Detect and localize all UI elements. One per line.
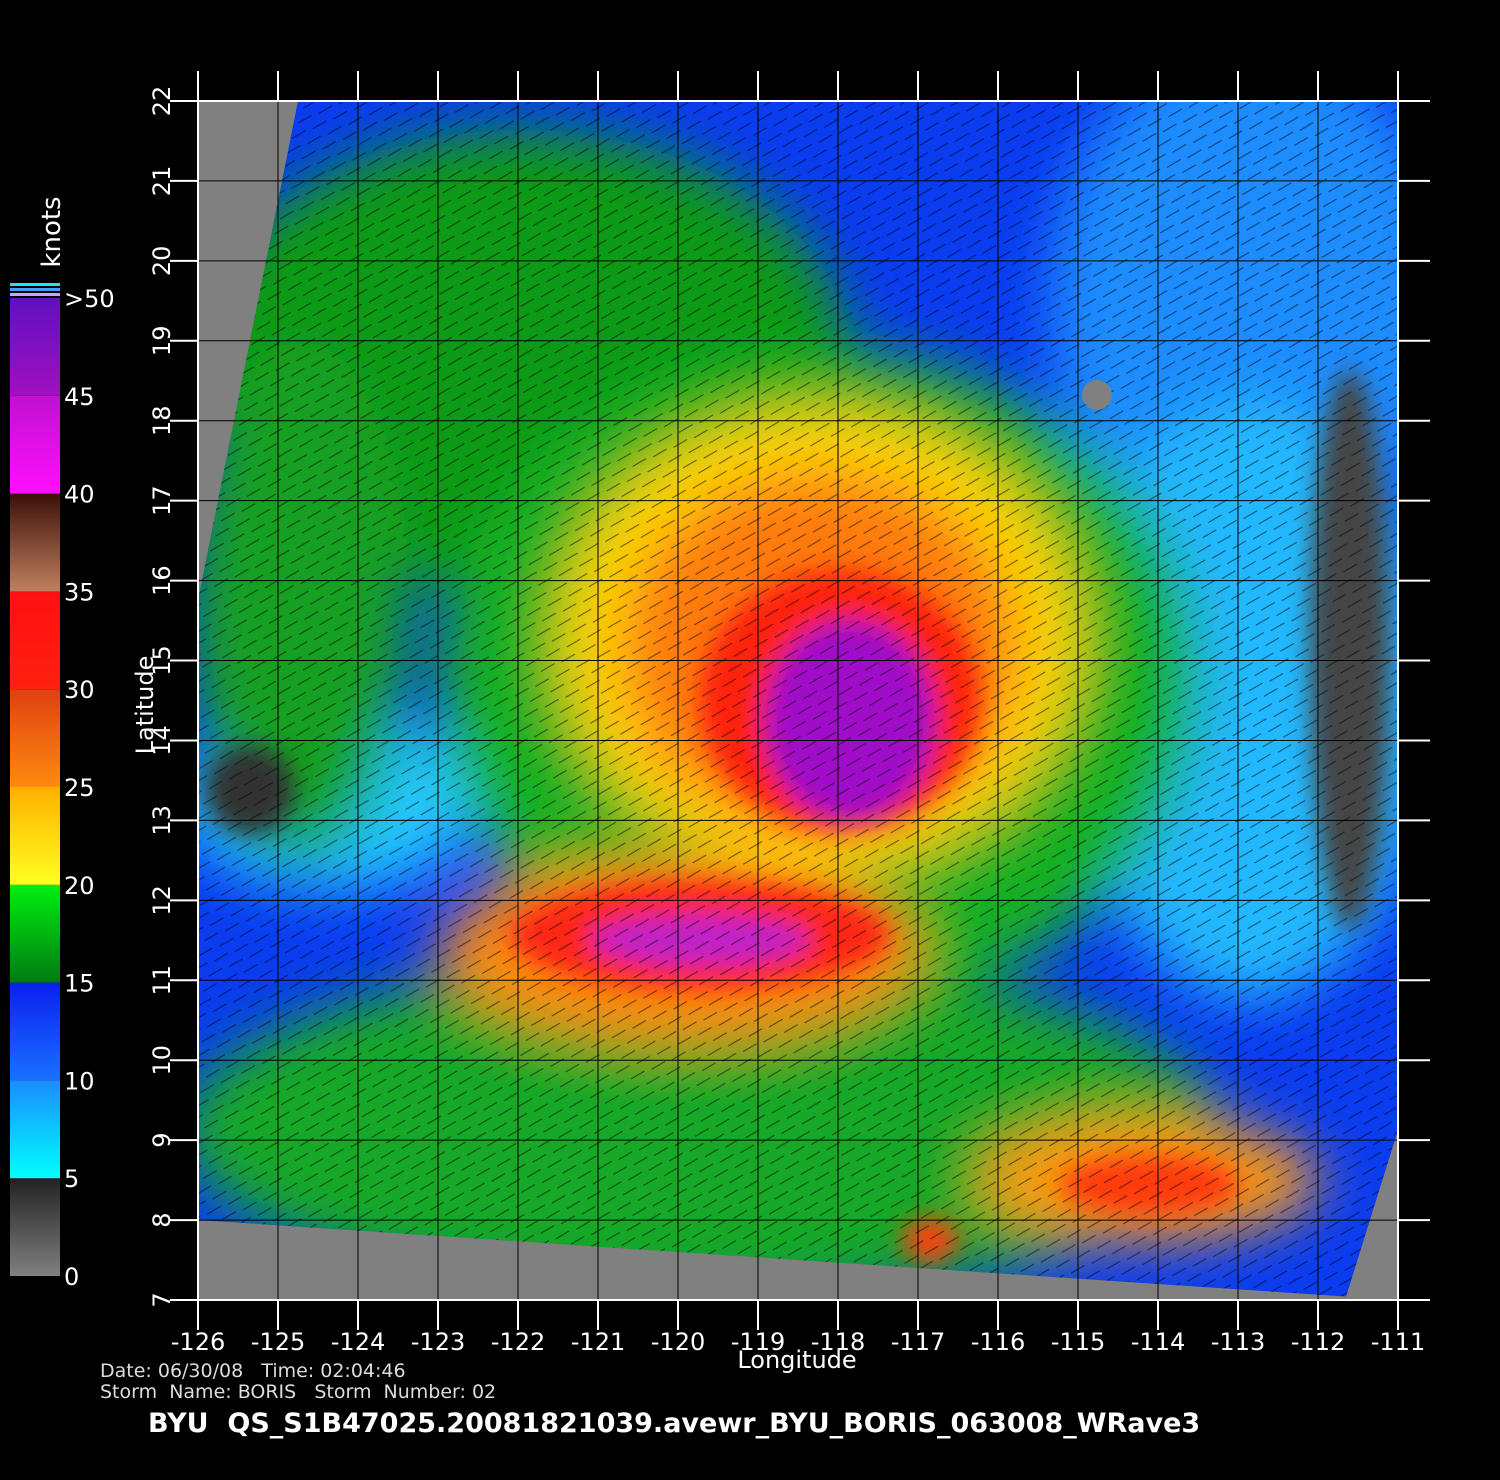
wind-field bbox=[198, 101, 1398, 1300]
y-tick-label: 16 bbox=[148, 565, 176, 596]
colorbar-label: 10 bbox=[64, 1067, 95, 1095]
x-tick-label: -114 bbox=[1131, 1328, 1185, 1356]
colorbar-label: 5 bbox=[64, 1165, 79, 1193]
x-tick-label: -118 bbox=[811, 1328, 865, 1356]
y-tick-label: 10 bbox=[148, 1045, 176, 1076]
colorbar-label: 40 bbox=[64, 481, 95, 509]
y-tick-label: 13 bbox=[148, 805, 176, 836]
colorbar-label: 0 bbox=[64, 1263, 79, 1291]
y-tick-label: 17 bbox=[148, 485, 176, 516]
y-tick-label: 18 bbox=[148, 405, 176, 436]
product-title: BYU QS_S1B47025.20081821039.avewr_BYU_BO… bbox=[148, 1408, 1200, 1439]
storm-info: Storm Name: BORIS Storm Number: 02 bbox=[100, 1381, 496, 1403]
y-tick-label: 19 bbox=[148, 326, 176, 357]
x-tick-label: -119 bbox=[731, 1328, 785, 1356]
x-tick-label: -120 bbox=[651, 1328, 705, 1356]
colorbar-segment bbox=[10, 884, 60, 983]
y-tick-label: 9 bbox=[148, 1132, 176, 1147]
colorbar-segment bbox=[10, 1080, 60, 1179]
x-tick-label: -111 bbox=[1371, 1328, 1425, 1356]
colorbar-label: >50 bbox=[64, 285, 115, 313]
y-tick-label: 15 bbox=[148, 645, 176, 676]
colorbar-title: knots bbox=[37, 196, 67, 267]
x-tick-label: -126 bbox=[171, 1328, 225, 1356]
x-tick-label: -123 bbox=[411, 1328, 465, 1356]
colorbar-segment bbox=[10, 395, 60, 494]
y-axis-label: Latitude bbox=[131, 656, 159, 755]
colorbar-segment bbox=[10, 298, 60, 396]
plot-frame bbox=[197, 100, 1399, 1301]
y-tick-label: 11 bbox=[148, 965, 176, 996]
x-tick-label: -122 bbox=[491, 1328, 545, 1356]
y-tick-label: 22 bbox=[148, 86, 176, 117]
x-axis-label: Longitude bbox=[737, 1346, 856, 1374]
colorbar-label: 20 bbox=[64, 872, 95, 900]
date-time: Date: 06/30/08 Time: 02:04:46 bbox=[100, 1360, 406, 1382]
y-tick-label: 20 bbox=[148, 246, 176, 277]
colorbar-segment bbox=[10, 1178, 60, 1276]
colorbar: 0 5 10 15 20 25 30 35 40 45 >50 bbox=[10, 283, 115, 1291]
x-tick-label: -125 bbox=[251, 1328, 305, 1356]
x-tick-label: -112 bbox=[1291, 1328, 1345, 1356]
colorbar-segment bbox=[10, 787, 60, 885]
colorbar-label: 45 bbox=[64, 383, 95, 411]
x-tick-label: -115 bbox=[1051, 1328, 1105, 1356]
axes: -126 -125 -124 -123 -122 -121 -120 -119 -118 -117… bbox=[148, 71, 1430, 1356]
x-tick-label: -113 bbox=[1211, 1328, 1265, 1356]
colorbar-segment bbox=[10, 689, 60, 787]
colorbar-label: 30 bbox=[64, 676, 95, 704]
x-tick-label: -121 bbox=[571, 1328, 625, 1356]
y-tick-label: 21 bbox=[148, 166, 176, 197]
y-tick-label: 7 bbox=[148, 1292, 176, 1307]
colorbar-label: 35 bbox=[64, 578, 95, 606]
x-tick-label: -117 bbox=[891, 1328, 945, 1356]
colorbar-label: 15 bbox=[64, 970, 95, 998]
x-tick-label: -124 bbox=[331, 1328, 385, 1356]
colorbar-segment bbox=[10, 493, 60, 592]
y-tick-label: 14 bbox=[148, 725, 176, 756]
y-tick-label: 12 bbox=[148, 885, 176, 916]
colorbar-label: 25 bbox=[64, 774, 95, 802]
x-tick-label: -116 bbox=[971, 1328, 1025, 1356]
colorbar-segment bbox=[10, 982, 60, 1081]
y-tick-label: 8 bbox=[148, 1212, 176, 1227]
colorbar-segment bbox=[10, 591, 60, 690]
